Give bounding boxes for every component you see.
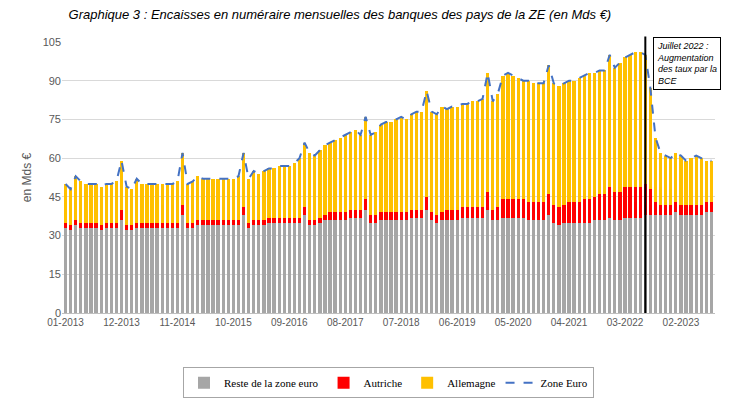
svg-text:10-2015: 10-2015	[215, 317, 252, 328]
svg-text:45: 45	[49, 191, 61, 203]
svg-text:Autriche: Autriche	[364, 377, 403, 389]
svg-text:11-2014: 11-2014	[159, 317, 195, 328]
svg-text:30: 30	[49, 229, 61, 241]
svg-text:Juillet 2022 :Augmentationdes: Juillet 2022 :Augmentationdes taux par l…	[657, 41, 717, 86]
svg-text:06-2019: 06-2019	[439, 317, 476, 328]
svg-text:05-2020: 05-2020	[495, 317, 532, 328]
svg-text:02-2023: 02-2023	[663, 317, 700, 328]
svg-text:01-2013: 01-2013	[47, 317, 84, 328]
svg-text:04-2021: 04-2021	[551, 317, 588, 328]
svg-text:Allemagne: Allemagne	[447, 377, 495, 389]
svg-text:Zone Euro: Zone Euro	[541, 377, 588, 389]
svg-text:12-2013: 12-2013	[103, 317, 140, 328]
svg-text:15: 15	[49, 268, 61, 280]
svg-text:75: 75	[49, 113, 61, 125]
svg-text:08-2017: 08-2017	[327, 317, 364, 328]
svg-text:105: 105	[43, 36, 61, 48]
svg-text:0: 0	[55, 307, 61, 319]
svg-text:60: 60	[49, 152, 61, 164]
svg-text:09-2016: 09-2016	[271, 317, 308, 328]
svg-text:en Mds €: en Mds €	[20, 152, 34, 202]
svg-text:90: 90	[49, 75, 61, 87]
svg-text:Graphique 3 : Encaisses en num: Graphique 3 : Encaisses en numéraire men…	[69, 7, 612, 22]
svg-text:Reste de la zone euro: Reste de la zone euro	[224, 377, 319, 389]
svg-text:03-2022: 03-2022	[607, 317, 644, 328]
svg-text:07-2018: 07-2018	[383, 317, 420, 328]
